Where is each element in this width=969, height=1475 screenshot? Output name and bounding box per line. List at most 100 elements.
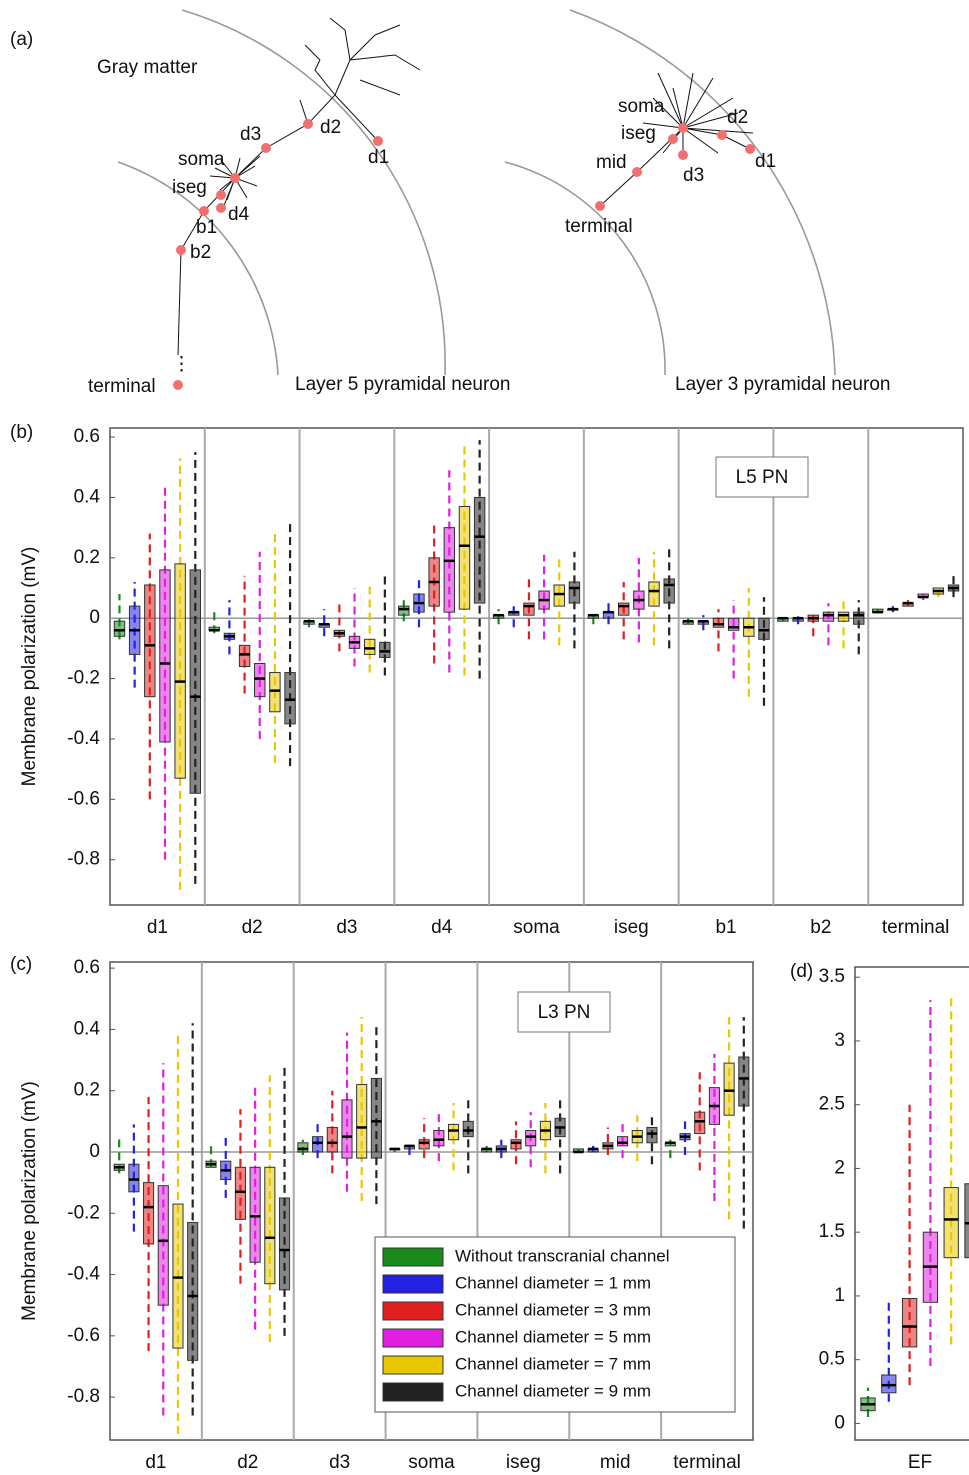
legend-label: Channel diameter = 5 mm [455, 1327, 651, 1346]
y-tick-label: 0.4 [74, 486, 101, 507]
site-dot [216, 190, 226, 200]
caption: Layer 3 pyramidal neuron [675, 374, 890, 395]
y-tick-label: 3 [834, 1030, 845, 1051]
x-tick-label: terminal [673, 1452, 741, 1473]
legend-swatch [382, 1328, 444, 1348]
box [254, 662, 266, 698]
site-label: d2 [320, 117, 341, 138]
neuron-l5 [177, 17, 421, 356]
box [189, 569, 202, 794]
box [234, 1166, 246, 1220]
x-tick-label: d1 [147, 917, 168, 938]
y-tick-label: 0 [834, 1412, 845, 1433]
box [881, 1374, 897, 1394]
panel-label: (a) [10, 29, 33, 50]
site-dot [216, 203, 226, 213]
box [447, 1123, 460, 1141]
box [738, 1056, 750, 1107]
y-tick-label: 0.5 [819, 1349, 845, 1370]
box [617, 602, 630, 616]
y-tick-label: 1 [834, 1285, 845, 1306]
y-tick-label: -0.8 [67, 1386, 100, 1407]
box [964, 1183, 969, 1259]
y-axis-label: Membrane polarization (mV) [19, 547, 40, 787]
annotation-box [715, 456, 809, 498]
apical-dendrite [234, 17, 421, 179]
site-label: d3 [240, 124, 261, 145]
box [663, 578, 675, 604]
box [278, 1197, 291, 1291]
x-tick-label: iseg [614, 917, 649, 938]
box [144, 584, 156, 698]
layer-boundary [117, 161, 279, 376]
site-dot [373, 136, 383, 146]
box [326, 1126, 338, 1153]
y-tick-label: -0.2 [67, 1202, 100, 1223]
box [523, 602, 535, 616]
site-label: d2 [727, 107, 748, 128]
site-dot [678, 123, 688, 133]
box [617, 1136, 629, 1147]
y-tick-label: 1.5 [819, 1221, 845, 1242]
y-tick-label: -0.6 [67, 1325, 100, 1346]
box [238, 644, 251, 667]
legend-label: Channel diameter = 3 mm [455, 1300, 651, 1319]
layer-boundary [504, 161, 666, 376]
box [297, 1142, 309, 1153]
box [853, 611, 865, 625]
site-label: b2 [190, 242, 211, 263]
x-tick-label: d3 [329, 1452, 350, 1473]
site-dot [230, 173, 240, 183]
box [727, 617, 740, 631]
box [568, 581, 581, 604]
site-label: d3 [683, 165, 704, 186]
box [398, 605, 410, 616]
y-tick-label: 0.2 [74, 1080, 100, 1101]
y-tick-label: 3.5 [819, 966, 845, 987]
annotation: L5 PN [736, 467, 789, 488]
plot-frame [109, 427, 964, 906]
box [113, 620, 126, 637]
box [269, 672, 281, 713]
site-dot [632, 167, 642, 177]
y-tick-label: 0.2 [74, 547, 100, 568]
box [443, 527, 456, 613]
box [128, 1163, 140, 1193]
box [143, 1182, 155, 1245]
site-dot [173, 380, 183, 390]
legend-swatch [382, 1274, 444, 1294]
x-tick-label: d3 [336, 917, 357, 938]
box [758, 617, 770, 640]
site-label: d1 [755, 151, 776, 172]
caption: Layer 5 pyramidal neuron [295, 374, 510, 395]
region-label: Gray matter [97, 57, 198, 78]
y-tick-label: -0.6 [67, 788, 100, 809]
site-dot [303, 119, 313, 129]
box [646, 1126, 658, 1144]
site-dot [717, 130, 727, 140]
y-tick-label: 0.4 [74, 1018, 101, 1039]
box [363, 638, 376, 655]
gray-matter-boundary [181, 9, 446, 376]
box [553, 584, 565, 607]
site-dot [668, 134, 678, 144]
legend-swatch [382, 1382, 444, 1402]
panel-label: (b) [10, 422, 33, 443]
box [356, 1084, 368, 1159]
y-tick-label: -0.4 [67, 728, 100, 749]
y-tick-label: 2 [834, 1157, 845, 1178]
panel-a [117, 9, 836, 376]
y-tick-label: 0 [89, 1141, 100, 1162]
site-label: iseg [621, 123, 656, 144]
box [379, 641, 391, 658]
box [187, 1221, 199, 1361]
x-tick-label: d4 [431, 917, 453, 938]
x-tick-label: b2 [810, 917, 831, 938]
legend-label: Channel diameter = 1 mm [455, 1273, 651, 1292]
y-tick-label: 0 [89, 607, 100, 628]
legend-label: Channel diameter = 9 mm [455, 1381, 651, 1400]
site-label: b1 [196, 217, 217, 238]
box [943, 1187, 959, 1259]
legend-swatch [382, 1355, 444, 1375]
plot-frame [854, 966, 969, 1441]
